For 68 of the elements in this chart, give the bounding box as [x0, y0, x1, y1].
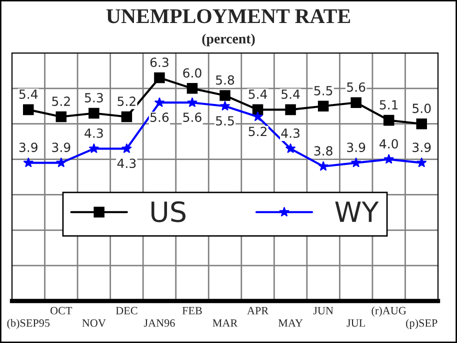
data-label: 5.3 — [84, 93, 103, 102]
data-label: 3.9 — [347, 142, 366, 152]
data-label: 5.4 — [19, 90, 38, 99]
point — [56, 111, 67, 122]
data-label: 4.3 — [84, 128, 103, 138]
x-tick-label: MAY — [278, 319, 303, 327]
legend-label: US — [151, 201, 186, 222]
data-label: 5.8 — [216, 75, 234, 85]
point — [318, 160, 328, 171]
point — [252, 111, 263, 122]
data-label: 3.9 — [52, 142, 70, 152]
data-label: 5.4 — [248, 90, 268, 99]
data-label: 5.4 — [282, 90, 300, 99]
point — [416, 118, 427, 130]
point — [154, 97, 165, 108]
data-label: 5.2 — [52, 96, 70, 106]
data-label: 5.6 — [183, 112, 202, 122]
legend-label: WY — [335, 202, 379, 222]
data-label: 3.9 — [19, 142, 38, 152]
x-tick-label: (r)AUG — [372, 306, 406, 317]
point — [88, 143, 100, 154]
point — [121, 111, 132, 122]
data-label: 5.2 — [118, 96, 136, 106]
point — [285, 104, 296, 116]
data-label: 6.0 — [183, 68, 202, 78]
x-tick-label: FEB — [182, 306, 202, 314]
point — [23, 104, 34, 116]
point — [350, 157, 362, 168]
x-tick-label: JAN96 — [144, 319, 175, 327]
data-label: 5.5 — [216, 116, 234, 126]
point — [88, 108, 100, 119]
x-tick-label: APR — [247, 306, 269, 314]
point — [416, 157, 427, 168]
x-tick-label: OCT — [50, 306, 72, 314]
point — [285, 143, 296, 154]
data-label: 4.0 — [380, 139, 398, 149]
data-label: 5.1 — [380, 100, 398, 110]
data-label: 5.6 — [347, 82, 366, 92]
data-label: 5.2 — [248, 126, 266, 136]
data-label: 5.5 — [314, 86, 332, 96]
data-label: 6.3 — [150, 58, 168, 68]
data-label: 3.8 — [314, 146, 332, 156]
point — [350, 97, 362, 108]
point — [318, 100, 329, 112]
chart-title: UNEMPLOYMENT RATE — [106, 9, 350, 24]
x-tick-label: JUL — [346, 319, 365, 327]
point — [383, 114, 394, 126]
point — [384, 154, 394, 164]
point — [122, 143, 132, 154]
point — [220, 90, 230, 101]
x-tick-label: JUN — [313, 306, 334, 314]
x-tick-label: (p)SEP — [406, 318, 438, 330]
x-tick-label: (b)SEP95 — [7, 318, 50, 330]
x-tick-label: NOV — [82, 319, 106, 327]
x-tick-label: MAR — [212, 319, 238, 327]
point — [154, 72, 165, 84]
data-label: 4.3 — [281, 128, 300, 138]
data-label: 4.3 — [117, 158, 136, 168]
chart-subtitle: (percent) — [202, 34, 255, 46]
data-label: 5.6 — [150, 112, 169, 122]
x-tick-label: DEC — [116, 306, 138, 314]
data-label: 3.9 — [412, 142, 431, 152]
point — [56, 157, 66, 168]
point — [220, 100, 230, 111]
data-label: 5.0 — [412, 104, 431, 114]
point — [187, 97, 198, 108]
point — [186, 83, 198, 94]
point — [23, 157, 34, 168]
